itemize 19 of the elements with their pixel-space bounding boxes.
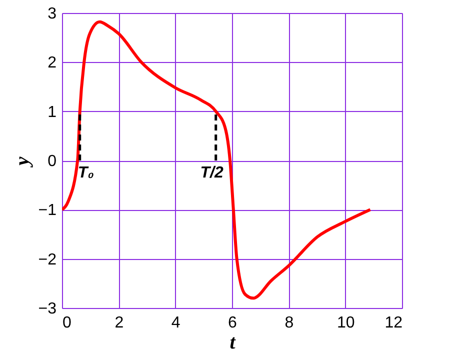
y-tick-label: 2 [48, 54, 57, 72]
x-tick-label: 2 [114, 314, 124, 332]
annotation: T/2 [200, 164, 224, 182]
y-axis-title: y [11, 156, 34, 168]
x-tick-label: 8 [284, 314, 294, 332]
y-tick-label: 1 [48, 104, 57, 121]
x-tick-label: 10 [336, 314, 355, 332]
y-tick-label: 3 [48, 6, 57, 22]
y-tick-label: −2 [38, 251, 57, 268]
x-tick-label: 0 [62, 314, 72, 332]
annotation: T₀ [78, 164, 94, 182]
x-axis-title: t [230, 332, 237, 354]
x-tick-label: 4 [171, 314, 180, 332]
y-tick-label: −3 [38, 300, 57, 318]
y-tick-label: 0 [48, 153, 57, 170]
x-tick-label: 6 [228, 314, 238, 332]
line-series [62, 20, 372, 300]
y-tick-label: −1 [38, 202, 57, 220]
x-tick-label: 12 [384, 314, 403, 332]
